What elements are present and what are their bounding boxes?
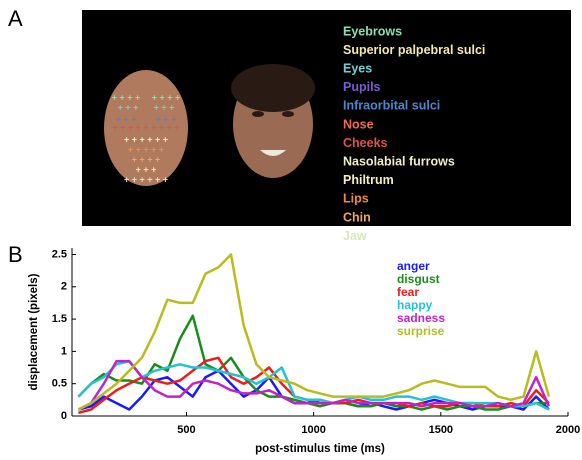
region-label: Nasolabial furrows bbox=[343, 154, 455, 168]
svg-text:+ + +: + + + bbox=[156, 114, 177, 124]
region-label: Superior palpebral sulci bbox=[343, 43, 485, 57]
face-left bbox=[104, 70, 188, 186]
x-tick-label: 2000 bbox=[556, 424, 580, 436]
eye bbox=[282, 111, 294, 117]
legend-label: disgust bbox=[397, 272, 440, 286]
legend-label: sadness bbox=[397, 311, 445, 325]
legend-label: surprise bbox=[397, 324, 445, 338]
panel-label: A bbox=[8, 6, 23, 31]
region-label: Infraorbital sulci bbox=[343, 99, 440, 113]
y-tick-label: 1.5 bbox=[52, 313, 67, 325]
svg-text:+ + +: + + + bbox=[154, 102, 175, 112]
region-label: Lips bbox=[343, 192, 369, 206]
region-label: Eyes bbox=[343, 61, 372, 75]
series-line bbox=[77, 359, 550, 411]
region-label: Chin bbox=[343, 210, 371, 224]
legend-label: fear bbox=[397, 285, 419, 299]
series-line bbox=[77, 253, 551, 411]
svg-text:+ + +: + + + bbox=[116, 114, 137, 124]
region-label: Philtrum bbox=[343, 173, 394, 187]
x-axis-label: post-stimulus time (ms) bbox=[255, 443, 385, 455]
panel-label: B bbox=[8, 242, 23, 267]
x-tick-label: 1000 bbox=[301, 424, 325, 436]
svg-text:+ + +: + + + bbox=[118, 102, 139, 112]
svg-text:+ + + +: + + + + bbox=[152, 92, 181, 102]
svg-text:+ + + + + +: + + + + + + bbox=[124, 134, 168, 144]
svg-text:+ + +: + + + bbox=[136, 164, 157, 174]
svg-text:+ + + + + +: + + + + + + bbox=[124, 174, 168, 184]
region-label: Eyebrows bbox=[343, 24, 402, 38]
legend-label: happy bbox=[397, 298, 433, 312]
svg-text:+ + + + +: + + + + + bbox=[128, 144, 164, 154]
y-tick-label: 2.5 bbox=[52, 248, 67, 260]
series-line bbox=[77, 314, 549, 411]
svg-text:+ + + + + + + + +: + + + + + + + + + bbox=[112, 122, 179, 132]
landmarks: + + + + + + + + + + + + + + + + + + + + … bbox=[112, 92, 181, 184]
series-line bbox=[77, 359, 551, 411]
region-label: Jaw bbox=[343, 229, 367, 243]
y-tick-label: 0 bbox=[61, 410, 67, 422]
svg-text:+ + + +: + + + + bbox=[112, 92, 141, 102]
y-axis-label: displacement (pixels) bbox=[28, 273, 40, 390]
region-label: Cheeks bbox=[343, 136, 388, 150]
mouth bbox=[260, 150, 286, 156]
region-list: Eyebrows Superior palpebral sulci Eyes Pupi… bbox=[343, 24, 485, 243]
region-label: Pupils bbox=[343, 80, 381, 94]
plot: 0 0.5 1 1.5 2 2.5 500 1000 1500 2000 post-stimulus… bbox=[28, 248, 580, 455]
legend-label: anger bbox=[397, 259, 430, 273]
y-tick-label: 0.5 bbox=[52, 378, 67, 390]
eye bbox=[252, 111, 264, 117]
x-tick-label: 1500 bbox=[429, 424, 453, 436]
y-tick-label: 1 bbox=[61, 345, 67, 357]
svg-text:+ + + +: + + + + bbox=[132, 154, 161, 164]
x-tick-label: 500 bbox=[177, 424, 195, 436]
hair bbox=[231, 64, 315, 112]
y-tick-label: 2 bbox=[61, 281, 67, 293]
region-label: Nose bbox=[343, 117, 374, 131]
